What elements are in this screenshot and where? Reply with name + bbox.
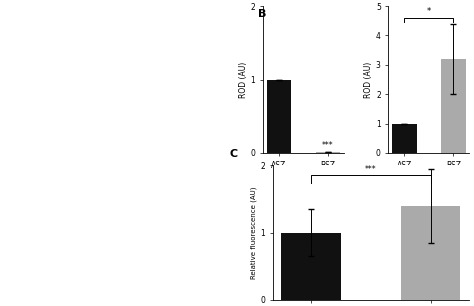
Bar xyxy=(401,206,460,300)
Text: *: * xyxy=(427,7,431,17)
Y-axis label: Relative fluorescence (AU): Relative fluorescence (AU) xyxy=(251,186,257,279)
Bar xyxy=(316,151,340,153)
Bar xyxy=(392,124,417,153)
Text: ***: *** xyxy=(322,141,334,150)
Text: C: C xyxy=(229,149,237,159)
Y-axis label: ROD (AU): ROD (AU) xyxy=(239,62,248,98)
Text: a: a xyxy=(239,0,246,2)
Bar xyxy=(282,233,341,300)
Bar xyxy=(267,80,291,153)
Text: B: B xyxy=(258,9,267,19)
Y-axis label: ROD (AU): ROD (AU) xyxy=(364,62,373,98)
Bar xyxy=(441,59,465,153)
Text: b: b xyxy=(364,0,372,2)
Text: ***: *** xyxy=(365,165,377,174)
